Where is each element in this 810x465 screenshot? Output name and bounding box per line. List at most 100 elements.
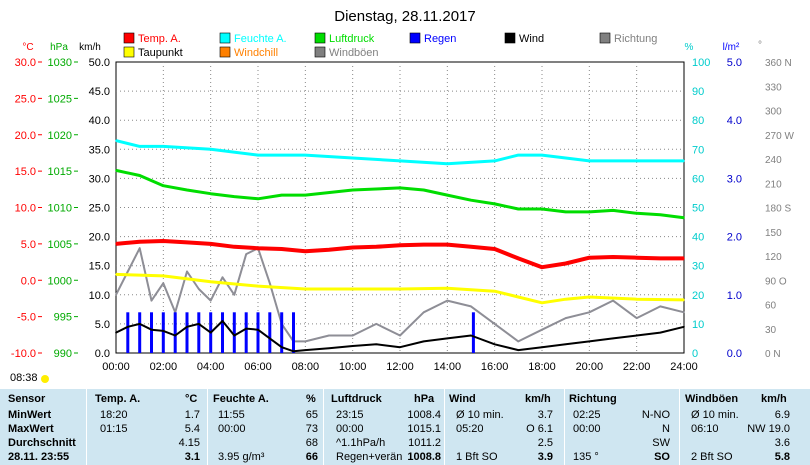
- windboeen-series-line-point: [541, 328, 543, 331]
- windboeen-series-line-point: [162, 282, 165, 285]
- stat-cell-wind-v: 3.7: [537, 409, 553, 421]
- rain-tick-label: 0.0: [727, 348, 742, 360]
- luftdruck-series-line-point: [659, 214, 662, 216]
- wind-series-line-point: [115, 331, 117, 334]
- legend-swatch: [314, 32, 326, 44]
- feuchte-series-line-point: [115, 139, 117, 142]
- feuchte-series-line-point: [138, 145, 141, 148]
- wind-series-line-point: [683, 326, 685, 328]
- regen-bar: [161, 312, 165, 353]
- temp-axis-unit: °C: [22, 42, 33, 53]
- wind-series-line-point: [209, 331, 212, 334]
- wind-tick-label: 10.0: [89, 290, 110, 302]
- legend-label: Windböen: [329, 47, 379, 59]
- temp-series-line-point: [422, 243, 425, 246]
- taupunkt-series-line-point: [517, 296, 520, 298]
- stat-cell-dir-v: N-NO: [641, 409, 670, 421]
- rain-tick-label: 5.0: [727, 57, 742, 69]
- time-tick-label: 20:00: [576, 361, 604, 373]
- time-tick-label: 24:00: [670, 361, 698, 373]
- direction-tick-label: 150: [765, 228, 782, 239]
- stat-cell-wind-t: 1 Bft SO: [456, 451, 498, 463]
- time-tick-label: 00:00: [102, 361, 130, 373]
- taupunkt-series-line-point: [588, 296, 591, 298]
- windboeen-series-line-point: [493, 323, 496, 325]
- windboeen-series-line-point: [115, 294, 117, 296]
- windboeen-series-line-point: [269, 282, 271, 285]
- feuchte-series-line-point: [635, 160, 638, 162]
- stat-cell-hum-v: 66: [305, 451, 318, 463]
- temp-tick-label: 20.0: [15, 130, 36, 142]
- header-wind-unit: km/h: [525, 393, 551, 405]
- legend-label: Wind: [519, 33, 544, 45]
- temp-series-line-point: [541, 266, 543, 269]
- stat-cell-wind-v: 2.5: [537, 437, 553, 449]
- regen-bar: [244, 312, 248, 353]
- wind-series-line-point: [292, 350, 295, 353]
- wind-series-line-point: [612, 337, 614, 340]
- time-tick-label: 14:00: [434, 361, 462, 373]
- header-direction: Richtung: [569, 393, 617, 405]
- wind-tick-label: 20.0: [89, 232, 110, 244]
- direction-tick-label: 330: [765, 82, 782, 93]
- rain-tick-label: 4.0: [727, 115, 742, 127]
- stat-cell-dir-t: 135 °: [573, 451, 599, 463]
- stat-cell-gust-v: NW 19.0: [747, 423, 790, 435]
- legend-swatch: [504, 32, 516, 44]
- legend: Temp. A. Feuchte A. Luftdruck Regen Wind Rich…: [123, 32, 657, 59]
- stat-cell-label: Durchschnitt: [8, 437, 76, 449]
- regen-bar: [126, 312, 130, 353]
- legend-label: Luftdruck: [329, 33, 375, 45]
- wind-series-line-point: [328, 347, 330, 350]
- time-tick-label: 16:00: [481, 361, 509, 373]
- temp-tick-label: -10.0: [11, 348, 36, 360]
- temp-series-line-point: [138, 240, 141, 243]
- pressure-tick-label: 1020: [48, 130, 72, 142]
- stats-table: Sensor Temp. A. °C Feuchte A. % Luftdruc…: [0, 389, 810, 465]
- direction-tick-label: 300: [765, 107, 782, 118]
- feuchte-series-line-point: [517, 154, 520, 156]
- wind-series-line-point: [198, 323, 200, 325]
- luftdruck-series-line-point: [470, 199, 472, 201]
- feuchte-series-line-point: [399, 160, 401, 162]
- windboeen-series-line-point: [198, 288, 200, 290]
- stat-cell-hum-t: 00:00: [218, 423, 246, 435]
- chart-title: Dienstag, 28.11.2017: [334, 8, 476, 25]
- stat-cell-press-t: 00:00: [336, 423, 364, 435]
- temp-tick-label: -5.0: [17, 312, 36, 324]
- regen-bar: [232, 312, 236, 353]
- wind-series-line-point: [138, 323, 141, 325]
- legend-label: Feuchte A.: [234, 33, 287, 45]
- stat-cell-dir-t: 00:00: [573, 423, 601, 435]
- wind-series-line-point: [635, 334, 638, 337]
- stat-cell-label: MaxWert: [8, 423, 54, 435]
- taupunkt-series-line-point: [351, 288, 354, 290]
- stat-cell-gust-t: 06:10: [691, 423, 719, 435]
- wind-series-line-point: [517, 349, 520, 351]
- legend-label: Temp. A.: [138, 33, 181, 45]
- feuchte-series-line-point: [564, 157, 567, 159]
- windboeen-series-line-point: [422, 311, 425, 314]
- wind-series-line-point: [174, 334, 176, 337]
- stat-cell-dir-v: SO: [654, 451, 670, 463]
- wind-series-line-point: [221, 320, 224, 322]
- temp-tick-label: 5.0: [21, 239, 36, 251]
- temp-series-line-point: [304, 250, 307, 252]
- regen-bar: [471, 312, 475, 353]
- pressure-axis-unit: hPa: [50, 42, 68, 53]
- luftdruck-series-line-point: [612, 209, 614, 212]
- time-tick-label: 06:00: [244, 361, 272, 373]
- temp-tick-label: 0.0: [21, 275, 36, 287]
- pressure-tick-label: 990: [54, 348, 72, 360]
- humidity-tick-label: 60: [692, 173, 704, 185]
- luftdruck-series-line-point: [162, 184, 165, 187]
- wind-series-line-point: [351, 345, 354, 347]
- temp-series-line-point: [446, 243, 449, 246]
- taupunkt-series-line-point: [257, 285, 259, 287]
- taupunkt-series-line-point: [635, 298, 638, 301]
- legend-swatch: [599, 32, 611, 44]
- luftdruck-series-line-point: [564, 211, 567, 213]
- regen-bar: [221, 312, 224, 353]
- wind-series-line-point: [304, 349, 307, 351]
- luftdruck-series-line-point: [186, 189, 188, 191]
